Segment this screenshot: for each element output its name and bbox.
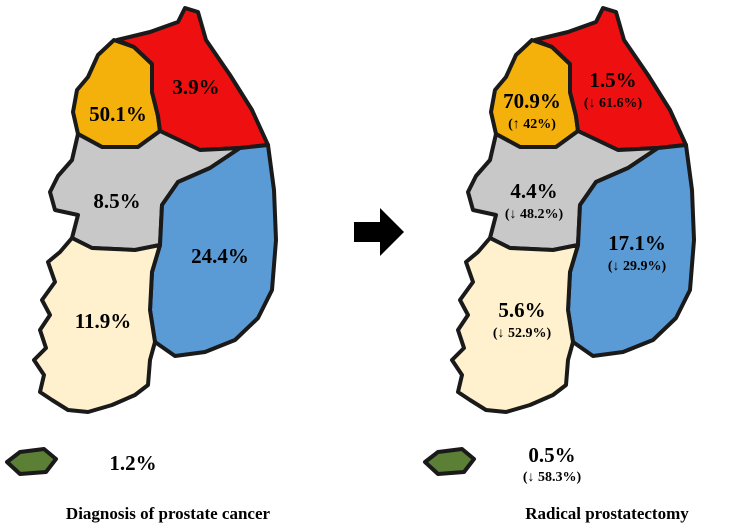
prostatectomy-central-change: (↓ 48.2%) [505, 207, 564, 222]
diagnosis-map: 50.1% 3.9% 8.5% 24.4% 11.9% 1.2% Diagnos… [5, 6, 278, 523]
right-arrow-icon [354, 208, 404, 256]
diagnosis-caption: Diagnosis of prostate cancer [66, 504, 271, 523]
diagnosis-east-value: 24.4% [191, 244, 249, 268]
diagnosis-island-value: 1.2% [109, 451, 156, 475]
prostatectomy-map: 70.9% (↑ 42%) 1.5% (↓ 61.6%) 4.4% (↓ 48.… [423, 6, 696, 523]
diagnosis-central-value: 8.5% [93, 189, 140, 213]
prostatectomy-northeast-change: (↓ 61.6%) [584, 96, 643, 111]
diagnosis-southwest-value: 11.9% [75, 309, 132, 333]
prostatectomy-island-value: 0.5% [528, 443, 575, 467]
prostatectomy-east-value: 17.1% [608, 231, 666, 255]
diagnosis-northwest-value: 50.1% [89, 102, 147, 126]
prostatectomy-northeast-value: 1.5% [589, 68, 636, 92]
prostatectomy-central-value: 4.4% [510, 179, 557, 203]
prostatectomy-east-change: (↓ 29.9%) [608, 259, 667, 274]
prostatectomy-caption: Radical prostatectomy [525, 504, 689, 523]
prostatectomy-southwest-change: (↓ 52.9%) [493, 326, 552, 341]
prostatectomy-northwest-change: (↑ 42%) [508, 117, 556, 132]
arrow-shape [354, 208, 404, 256]
prostatectomy-southwest-value: 5.6% [498, 298, 545, 322]
diagnosis-map-shapes [5, 6, 278, 476]
prostatectomy-island-change: (↓ 58.3%) [523, 470, 582, 485]
diagnosis-northeast-value: 3.9% [172, 75, 219, 99]
prostatectomy-northwest-value: 70.9% [503, 89, 561, 113]
